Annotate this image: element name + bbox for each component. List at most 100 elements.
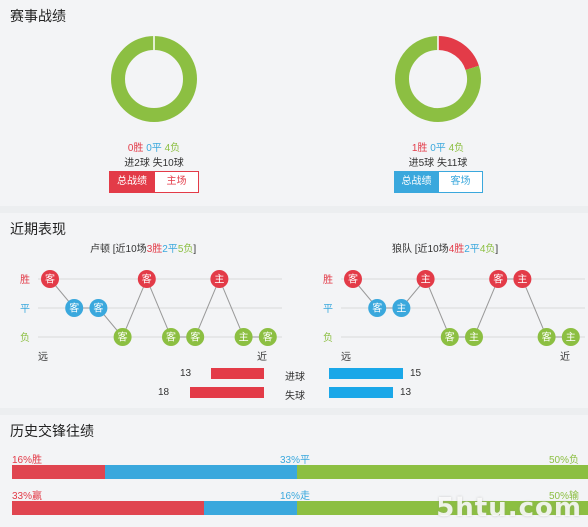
right-donut-chart — [395, 36, 481, 122]
right-goals-value: 15 — [410, 368, 422, 379]
left-summary-suffix: ] — [193, 244, 197, 255]
left-summary-prefix: [近10场 — [110, 244, 147, 255]
right-conceded-value: 13 — [400, 387, 412, 398]
left-conceded-value: 18 — [158, 387, 170, 398]
left-match-dot — [137, 270, 156, 288]
left-match-venue: 客 — [166, 331, 176, 344]
recent-panel: 近期表现 卢顿 [近10场3胜2平5负] 狼队 [近10场4胜2平4负] 胜 平… — [0, 213, 588, 408]
right-conceded-bar — [329, 387, 393, 398]
right-form-line — [352, 278, 571, 338]
left-match-venue: 客 — [45, 273, 55, 286]
conceded-label: 失球 — [285, 391, 305, 402]
left-far-label: 远 — [38, 352, 48, 363]
right-match-venue: 客 — [348, 273, 358, 286]
left-goals-text: 进2球 失10球 — [124, 158, 184, 169]
left-match-dot — [162, 328, 180, 346]
left-match-dot — [65, 299, 84, 317]
h2h-title: 历史交锋往绩 — [10, 423, 94, 439]
h2h-row2-loss-label: 50%输 — [549, 491, 580, 502]
left-win-count: 0胜 — [127, 143, 144, 154]
right-match-venue: 客 — [493, 273, 503, 286]
h2h-row1-draw-bar — [105, 465, 298, 479]
left-donut-chart — [111, 36, 197, 122]
right-match-dot — [344, 270, 362, 288]
left-match-venue: 客 — [118, 331, 128, 344]
h2h-panel: 历史交锋往绩 16%胜 33%平 50%负 33%赢 16%走 50%输 5ht… — [0, 415, 588, 527]
h2h-row2-draw-label: 16%走 — [280, 491, 311, 502]
left-summary-draw: 2平 — [162, 244, 178, 255]
left-record-counts: 0胜 0平 4负 — [104, 139, 204, 154]
right-match-venue: 主 — [396, 303, 406, 315]
right-match-venue: 客 — [445, 331, 455, 344]
left-form-line — [49, 277, 268, 338]
right-summary-draw: 2平 — [464, 244, 480, 255]
right-donut-win-slice — [437, 36, 479, 71]
left-tab-home[interactable]: 主场 — [154, 171, 199, 193]
left-match-dot — [186, 328, 205, 346]
right-match-dot — [561, 328, 580, 346]
left-match-dot — [210, 270, 229, 288]
record-panel: 赛事战绩 0胜 0平 4负 进2球 失10球 总战绩 主场 1胜 0平 4负 进… — [0, 0, 588, 206]
h2h-row1-draw-label: 33%平 — [280, 455, 311, 466]
left-goals-bar — [210, 368, 264, 379]
left-match-dot — [234, 328, 253, 346]
left-match-dot — [41, 270, 59, 288]
left-donut-loss-slice — [111, 36, 197, 122]
right-match-dot — [465, 328, 483, 346]
h2h-row1-win-label: 16%胜 — [12, 455, 43, 466]
left-match-venue: 客 — [263, 331, 273, 344]
h2h-row2-win-bar — [12, 501, 204, 515]
right-goals-text: 进5球 失11球 — [408, 158, 468, 169]
left-match-venue: 主 — [214, 274, 224, 286]
left-conceded-bar — [190, 387, 264, 398]
right-team-summary: 狼队 [近10场4胜2平4负] — [392, 240, 498, 255]
left-team-name: 卢顿 — [90, 244, 110, 255]
right-match-venue: 主 — [421, 274, 431, 286]
h2h-row1-loss-label: 50%负 — [549, 455, 580, 466]
right-summary-loss: 4负 — [479, 244, 496, 255]
right-match-dot — [368, 299, 387, 317]
left-ylabel-win: 胜 — [20, 275, 30, 286]
right-match-venue: 主 — [469, 332, 479, 344]
left-draw-count: 0平 — [146, 143, 162, 154]
left-goals-value: 13 — [180, 368, 192, 379]
h2h-row2-loss-bar — [297, 501, 588, 515]
right-donut-loss-slice — [395, 36, 481, 122]
watermark-logo: 5htu.com — [436, 493, 582, 523]
right-ylabel-loss: 负 — [323, 333, 333, 344]
left-match-dot — [113, 328, 132, 346]
right-match-dot — [489, 270, 508, 288]
h2h-row2-draw-bar — [204, 501, 298, 515]
right-summary-suffix: ] — [495, 244, 499, 255]
h2h-row2-win-label: 33%赢 — [12, 491, 43, 502]
right-near-label: 近 — [560, 352, 570, 363]
goals-label: 进球 — [285, 372, 305, 383]
right-tab-total[interactable]: 总战绩 — [394, 171, 439, 193]
left-match-venue: 客 — [190, 331, 200, 344]
right-match-venue: 客 — [372, 302, 382, 315]
right-draw-count: 0平 — [430, 143, 446, 154]
left-tab-total[interactable]: 总战绩 — [109, 171, 155, 193]
left-summary-win: 3胜 — [146, 244, 163, 255]
left-match-dot — [89, 299, 108, 317]
right-win-count: 1胜 — [411, 143, 428, 154]
right-match-dot — [513, 270, 532, 288]
right-match-dot — [537, 328, 556, 346]
recent-title: 近期表现 — [10, 221, 66, 237]
record-title: 赛事战绩 — [10, 8, 66, 24]
h2h-row1-loss-bar — [297, 465, 588, 479]
left-team-summary: 卢顿 [近10场3胜2平5负] — [90, 240, 196, 255]
right-tab-away[interactable]: 客场 — [438, 171, 483, 193]
right-far-label: 远 — [341, 352, 351, 363]
right-summary-win: 4胜 — [448, 244, 465, 255]
right-match-venue: 主 — [517, 274, 527, 286]
right-ylabel-draw: 平 — [323, 304, 333, 315]
left-summary-loss: 5负 — [177, 244, 194, 255]
left-ylabel-draw: 平 — [20, 304, 30, 315]
right-ylabel-win: 胜 — [323, 275, 333, 286]
right-match-venue: 客 — [542, 331, 552, 344]
right-match-dot — [440, 328, 459, 346]
h2h-row1-win-bar — [12, 465, 106, 479]
left-match-venue: 客 — [93, 302, 103, 315]
recent-form-charts: 客客 客客客客 客主主客 客客 主主客 主客 主客主 — [38, 270, 585, 346]
